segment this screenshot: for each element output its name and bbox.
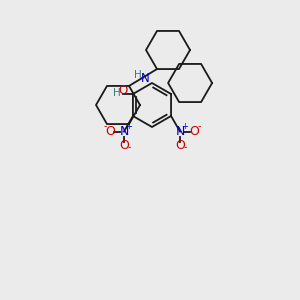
- Text: O: O: [105, 125, 115, 138]
- Text: N: N: [119, 125, 129, 138]
- Text: -: -: [197, 122, 201, 132]
- Text: H: H: [134, 70, 142, 80]
- Text: -: -: [183, 142, 187, 153]
- Text: N: N: [176, 125, 185, 138]
- Text: O: O: [175, 139, 185, 152]
- Text: -: -: [127, 142, 131, 153]
- Text: O: O: [189, 125, 199, 138]
- Text: N: N: [141, 72, 149, 85]
- Text: O: O: [119, 139, 129, 152]
- Text: +: +: [125, 122, 132, 131]
- Text: +: +: [182, 122, 188, 131]
- Text: O: O: [118, 83, 128, 97]
- Text: -: -: [103, 122, 107, 132]
- Text: H: H: [113, 88, 121, 98]
